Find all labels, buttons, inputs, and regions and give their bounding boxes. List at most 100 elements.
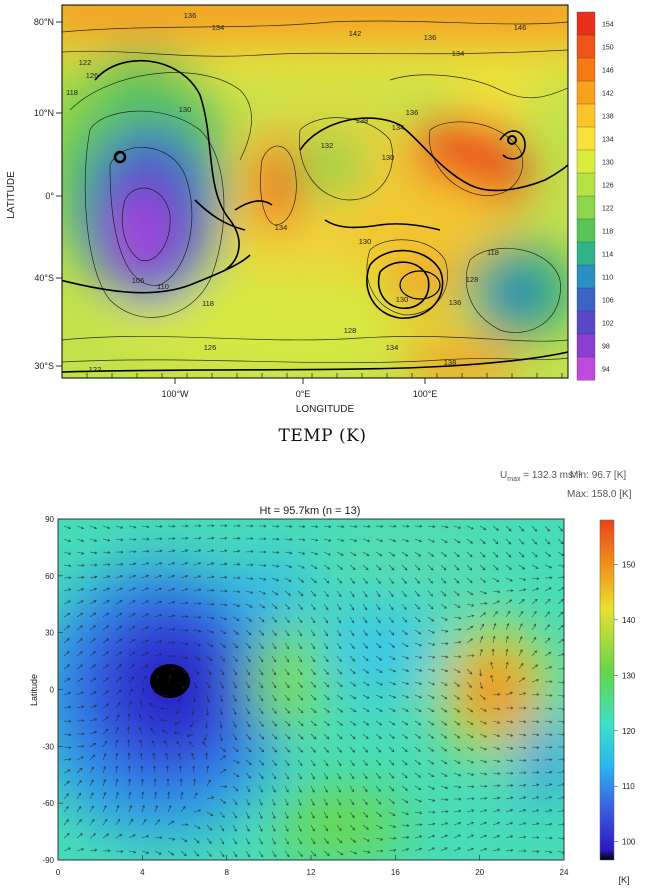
top-contour-label: 134 xyxy=(275,223,288,232)
top-contour-label: 110 xyxy=(157,282,169,291)
bottom-x-tick-label: 0 xyxy=(56,868,61,877)
bottom-map-panel: 0 4 8 12 16 20 24 90 60 30 0 -30 -60 -90 150 140 130 120… xyxy=(29,505,636,885)
top-colorbar-swatch xyxy=(576,172,596,197)
umax-value: = 132.3 ms⁻¹ xyxy=(523,470,582,481)
bottom-colorbar-tick-label: 110 xyxy=(622,782,635,791)
top-x-tick-label: 0°E xyxy=(296,389,311,399)
top-colorbar-swatch xyxy=(576,126,596,151)
top-colorbar-tick-label: 122 xyxy=(602,206,614,213)
bottom-x-tick-label: 4 xyxy=(140,868,145,877)
top-colorbar-tick-label: 110 xyxy=(602,275,613,282)
top-contour-label: 130 xyxy=(179,105,192,114)
top-y-tick-label: 40°S xyxy=(34,273,54,283)
top-contour-label: 142 xyxy=(349,29,362,38)
top-colorbar-tick-label: 146 xyxy=(602,68,614,75)
bottom-y-tick-label: -60 xyxy=(42,799,54,808)
top-colorbar-swatch xyxy=(576,218,596,243)
top-colorbar-swatch xyxy=(576,80,596,105)
top-contour-label: 136 xyxy=(406,108,419,117)
top-colorbar-swatch xyxy=(576,57,596,82)
bottom-colorbar-tick-label: 120 xyxy=(622,727,636,736)
top-colorbar-tick-label: 118 xyxy=(602,229,613,236)
bottom-y-tick-label: 30 xyxy=(45,629,54,638)
top-contour-label: 134 xyxy=(386,343,399,352)
top-contour-label: 138 xyxy=(356,116,369,125)
top-contour-label: 136 xyxy=(184,11,197,20)
top-colorbar-swatch xyxy=(576,264,596,289)
bottom-y-tick-label: -90 xyxy=(42,856,54,865)
bottom-colorbar-tick-label: 150 xyxy=(622,560,636,569)
bottom-y-tick-label: -30 xyxy=(42,742,54,751)
min-value: 96.7 [K] xyxy=(591,470,627,481)
top-colorbar-swatch xyxy=(576,310,596,335)
max-value: 158.0 [K] xyxy=(591,489,632,500)
top-colorbar-tick-label: 142 xyxy=(602,91,614,98)
umax-subscript: max xyxy=(507,476,521,483)
bottom-y-axis-label: Latitude xyxy=(29,674,39,706)
top-contour-labels: 136 134 142 136 134 146 126 122 118 130 134 130 136 1… xyxy=(66,11,526,374)
top-contour-label: 128 xyxy=(466,275,479,284)
top-contour-label: 118 xyxy=(66,88,78,97)
bottom-chart-title: Ht = 95.7km (n = 13) xyxy=(260,505,361,517)
bottom-x-tick-label: 20 xyxy=(475,868,484,877)
bottom-colorbar-unit: [K] xyxy=(618,875,629,885)
top-map-frame xyxy=(61,4,569,379)
top-contour-label: 132 xyxy=(321,141,334,150)
top-contour-label: 126 xyxy=(204,343,217,352)
top-colorbar-swatch xyxy=(576,333,596,358)
top-contour-label: 122 xyxy=(89,365,102,374)
top-contour-label: 130 xyxy=(396,295,409,304)
umax-label: U xyxy=(500,470,508,481)
top-colorbar-tick-label: 94 xyxy=(602,367,610,374)
top-colorbar-tick-label: 114 xyxy=(602,252,613,259)
wind-vector-field xyxy=(63,524,564,858)
bottom-axis-ticks: 0 4 8 12 16 20 24 90 60 30 0 -30 -60 -90 xyxy=(42,515,569,877)
top-contour-label: 118 xyxy=(202,299,214,308)
top-colorbar-swatch xyxy=(576,356,596,381)
top-y-tick-label: 10°N xyxy=(34,108,54,118)
top-colorbar: 154 150 146 142 138 134 130 126 122 118 114 110 106 1… xyxy=(576,11,614,381)
top-contour-label: 136 xyxy=(424,33,437,42)
top-y-tick-label: 0° xyxy=(45,191,54,201)
top-contour-label: 118 xyxy=(487,248,499,257)
top-colorbar-tick-label: 126 xyxy=(602,183,614,190)
top-contour-label: 134 xyxy=(452,49,465,58)
top-contour-label: 126 xyxy=(86,71,99,80)
top-colorbar-tick-label: 134 xyxy=(602,137,614,144)
top-colorbar-swatch xyxy=(576,11,596,36)
top-y-tick-label: 30°S xyxy=(34,361,54,371)
top-map-panel: 136 134 142 136 134 146 126 122 118 130 134 130 136 1… xyxy=(6,4,614,415)
top-axis-ticks: 100°W 0°E 100°E 80°N 10°N 0° 40°S 30°S xyxy=(34,17,563,399)
top-colorbar-swatch xyxy=(576,34,596,59)
top-colorbar-tick-label: 138 xyxy=(602,114,614,121)
top-temperature-field xyxy=(62,5,568,378)
top-colorbar-tick-label: 154 xyxy=(602,22,614,29)
max-label: Max: xyxy=(567,489,589,500)
bottom-x-tick-label: 12 xyxy=(307,868,316,877)
min-readout: Min: 96.7 [K] xyxy=(570,470,626,481)
top-colorbar-swatch xyxy=(576,103,596,128)
bottom-colorbar-tick-label: 100 xyxy=(622,838,636,847)
bottom-colorbar: 150 140 130 120 110 100 xyxy=(599,519,636,861)
top-y-tick-label: 80°N xyxy=(34,17,54,27)
top-colorbar-swatch xyxy=(576,195,596,220)
top-contour-label: 134 xyxy=(212,23,225,32)
bottom-y-tick-label: 90 xyxy=(45,515,54,524)
top-x-axis-label: LONGITUDE xyxy=(296,404,355,415)
top-colorbar-swatch xyxy=(576,241,596,266)
top-colorbar-swatch xyxy=(576,287,596,312)
top-contour-label: 146 xyxy=(514,23,527,32)
max-readout: Max: 158.0 [K] xyxy=(567,489,631,500)
top-x-tick-label: 100°W xyxy=(161,389,189,399)
bottom-x-tick-label: 16 xyxy=(391,868,400,877)
bottom-temperature-field xyxy=(58,519,564,860)
bottom-x-tick-label: 8 xyxy=(224,868,229,877)
bottom-colorbar-tick-label: 140 xyxy=(622,616,636,625)
top-contour-label: 138 xyxy=(444,358,457,367)
top-contour-label: 122 xyxy=(79,58,92,67)
bottom-colorbar-tick-label: 130 xyxy=(622,671,636,680)
top-colorbar-swatch xyxy=(576,149,596,174)
top-contour-label: 136 xyxy=(449,298,462,307)
top-colorbar-tick-label: 130 xyxy=(602,160,614,167)
